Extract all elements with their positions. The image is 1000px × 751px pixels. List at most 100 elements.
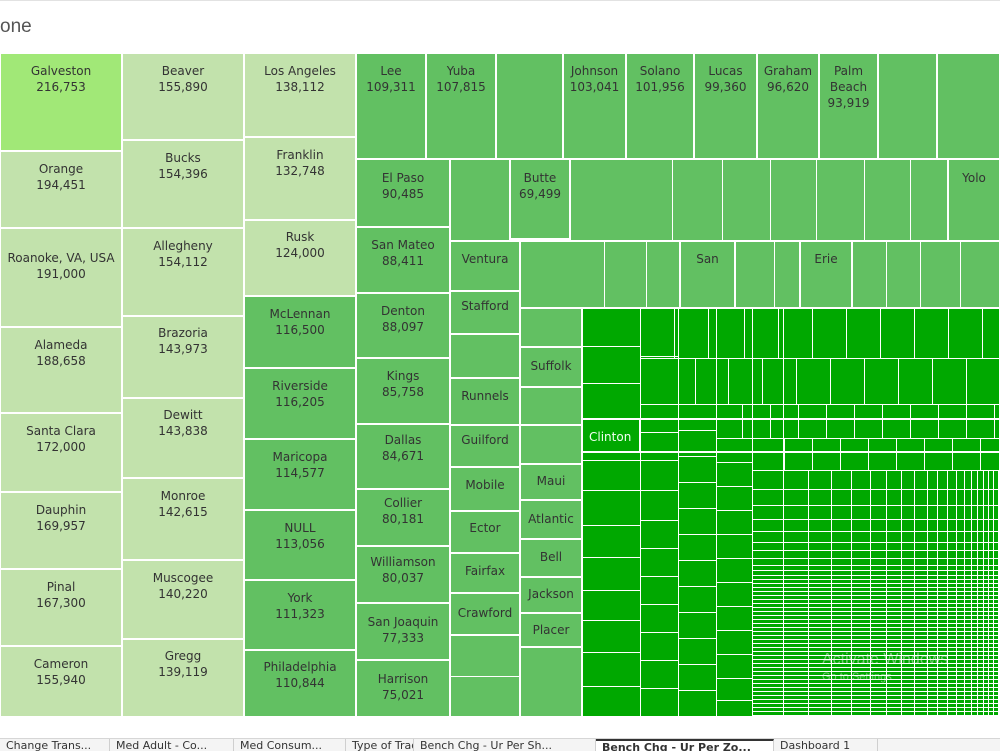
- treemap-cell-bucks[interactable]: Bucks 154,396: [122, 140, 244, 228]
- treemap-cell-pinal[interactable]: Pinal 167,300: [0, 569, 122, 646]
- treemap-cell-jackson[interactable]: Jackson: [520, 577, 582, 613]
- treemap-cell[interactable]: [496, 53, 563, 159]
- treemap-cell-franklin[interactable]: Franklin 132,748: [244, 137, 356, 220]
- cell-border: [716, 582, 752, 583]
- treemap-cell-york[interactable]: York 111,323: [244, 580, 356, 650]
- treemap-cell-kings[interactable]: Kings 85,758: [356, 358, 450, 424]
- cell-border: [886, 241, 887, 308]
- treemap-cell-bell[interactable]: Bell: [520, 539, 582, 577]
- treemap-cell-los-angeles[interactable]: Los Angeles 138,112: [244, 53, 356, 137]
- treemap-cell-san-mateo[interactable]: San Mateo 88,411: [356, 227, 450, 293]
- treemap-cell[interactable]: [582, 308, 1000, 419]
- treemap-cell-solano[interactable]: Solano 101,956: [626, 53, 694, 159]
- treemap-cell-alameda[interactable]: Alameda 188,658: [0, 327, 122, 413]
- treemap-cell-philadelphia[interactable]: Philadelphia 110,844: [244, 650, 356, 717]
- treemap-cell-palm-beach[interactable]: Palm Beach 93,919: [819, 53, 878, 159]
- cell-border: [901, 470, 903, 717]
- treemap-cell-allegheny[interactable]: Allegheny 154,112: [122, 228, 244, 316]
- treemap-cell-stafford[interactable]: Stafford: [450, 291, 520, 334]
- treemap-cell-galveston[interactable]: Galveston 216,753: [0, 53, 122, 151]
- treemap-cell-graham[interactable]: Graham 96,620: [757, 53, 819, 159]
- treemap-cell-beaver[interactable]: Beaver 155,890: [122, 53, 244, 140]
- treemap-cell-mobile[interactable]: Mobile: [450, 467, 520, 511]
- cell-border: [948, 308, 949, 358]
- treemap-cell-maui[interactable]: Maui: [520, 464, 582, 500]
- treemap-cell-riverside[interactable]: Riverside 116,205: [244, 368, 356, 439]
- treemap-chart[interactable]: Galveston 216,753 Orange 194,451 Roanoke, VA…: [0, 53, 1000, 717]
- cell-border: [770, 159, 771, 241]
- treemap-cell-dewitt[interactable]: Dewitt 143,838: [122, 398, 244, 478]
- sheet-tab-4[interactable]: Type of Trad...: [346, 739, 414, 751]
- treemap-cell[interactable]: [450, 334, 520, 378]
- sheet-tab-5[interactable]: Bench Chg - Ur Per Sh...: [414, 739, 596, 751]
- treemap-cell-runnels[interactable]: Runnels: [450, 378, 520, 425]
- sheet-tab-6[interactable]: Bench Chg - Ur Per Zo...: [596, 739, 774, 751]
- treemap-cell-monroe[interactable]: Monroe 142,615: [122, 478, 244, 560]
- cell-border: [640, 308, 641, 717]
- sheet-tab-7[interactable]: Dashboard 1: [774, 739, 878, 751]
- treemap-cell-crawford[interactable]: Crawford: [450, 593, 520, 635]
- cell-name: Bell: [539, 550, 563, 564]
- treemap-cell-yolo[interactable]: Yolo: [948, 159, 1000, 241]
- treemap-cell-san-joaquin[interactable]: San Joaquin 77,333: [356, 603, 450, 660]
- treemap-cell-gregg[interactable]: Gregg 139,119: [122, 639, 244, 717]
- treemap-cell[interactable]: [735, 241, 800, 308]
- treemap-cell[interactable]: [878, 53, 937, 159]
- treemap-cell[interactable]: [520, 387, 582, 425]
- treemap-cell-atlantic[interactable]: Atlantic: [520, 500, 582, 539]
- treemap-cell-san[interactable]: San: [680, 241, 735, 308]
- treemap-cell-label: Erie: [801, 251, 851, 267]
- cell-border: [752, 643, 1000, 645]
- treemap-cell[interactable]: [450, 159, 510, 241]
- treemap-cell-santa-clara[interactable]: Santa Clara 172,000: [0, 413, 122, 492]
- cell-border: [840, 438, 841, 470]
- treemap-cell-denton[interactable]: Denton 88,097: [356, 293, 450, 358]
- treemap-cell-collier[interactable]: Collier 80,181: [356, 489, 450, 546]
- treemap-cell-label: Gregg 139,119: [123, 648, 243, 680]
- treemap-cell-dallas[interactable]: Dallas 84,671: [356, 424, 450, 489]
- treemap-cell[interactable]: [937, 53, 1000, 159]
- treemap-cell-ector[interactable]: Ector: [450, 511, 520, 553]
- treemap-cell-yuba[interactable]: Yuba 107,815: [426, 53, 496, 159]
- treemap-cell-guilford[interactable]: Guilford: [450, 425, 520, 467]
- treemap-cell-butte[interactable]: Butte 69,499: [510, 159, 570, 239]
- treemap-cell-roanoke-va-usa[interactable]: Roanoke, VA, USA 191,000: [0, 228, 122, 327]
- cell-border: [752, 599, 1000, 601]
- treemap-cell-brazoria[interactable]: Brazoria 143,973: [122, 316, 244, 398]
- treemap-cell-dauphin[interactable]: Dauphin 169,957: [0, 492, 122, 569]
- treemap-cell-lee[interactable]: Lee 109,311: [356, 53, 426, 159]
- treemap-cell[interactable]: [520, 241, 680, 308]
- treemap-cell[interactable]: [640, 419, 1000, 452]
- cell-value: 90,485: [382, 187, 424, 201]
- treemap-cell-rusk[interactable]: Rusk 124,000: [244, 220, 356, 296]
- cell-name: Palm Beach: [829, 64, 868, 94]
- treemap-cell-clinton[interactable]: Clinton: [582, 419, 640, 452]
- treemap-cell-el-paso[interactable]: El Paso 90,485: [356, 159, 450, 227]
- treemap-cell-null[interactable]: NULL 113,056: [244, 510, 356, 580]
- treemap-cell-placer[interactable]: Placer: [520, 613, 582, 647]
- treemap-cell-suffolk[interactable]: Suffolk: [520, 347, 582, 387]
- treemap-cell-williamson[interactable]: Williamson 80,037: [356, 546, 450, 603]
- treemap-cell-fairfax[interactable]: Fairfax: [450, 553, 520, 593]
- cell-name: Roanoke, VA, USA: [7, 251, 115, 265]
- sheet-tab-3[interactable]: Med Consum...: [234, 739, 346, 751]
- treemap-cell-cameron[interactable]: Cameron 155,940: [0, 646, 122, 717]
- treemap-cell-mclennan[interactable]: McLennan 116,500: [244, 296, 356, 368]
- treemap-cell-orange[interactable]: Orange 194,451: [0, 151, 122, 228]
- treemap-cell[interactable]: [520, 425, 582, 464]
- treemap-cell-harrison[interactable]: Harrison 75,021: [356, 660, 450, 717]
- treemap-cell-ventura[interactable]: Ventura: [450, 241, 520, 291]
- sheet-tab-2[interactable]: Med Adult - Co...: [110, 739, 234, 751]
- treemap-cell-johnson[interactable]: Johnson 103,041: [563, 53, 626, 159]
- cell-border: [914, 308, 915, 358]
- treemap-cell[interactable]: [520, 308, 582, 347]
- cell-border: [752, 619, 1000, 621]
- treemap-cell-erie[interactable]: Erie: [800, 241, 852, 308]
- treemap-cell[interactable]: [582, 452, 1000, 717]
- cell-name: Denton: [381, 304, 425, 318]
- sheet-tab-1[interactable]: Change Trans...: [0, 739, 110, 751]
- treemap-cell[interactable]: [570, 159, 948, 241]
- treemap-cell-muscogee[interactable]: Muscogee 140,220: [122, 560, 244, 639]
- treemap-cell-maricopa[interactable]: Maricopa 114,577: [244, 439, 356, 510]
- treemap-cell-lucas[interactable]: Lucas 99,360: [694, 53, 757, 159]
